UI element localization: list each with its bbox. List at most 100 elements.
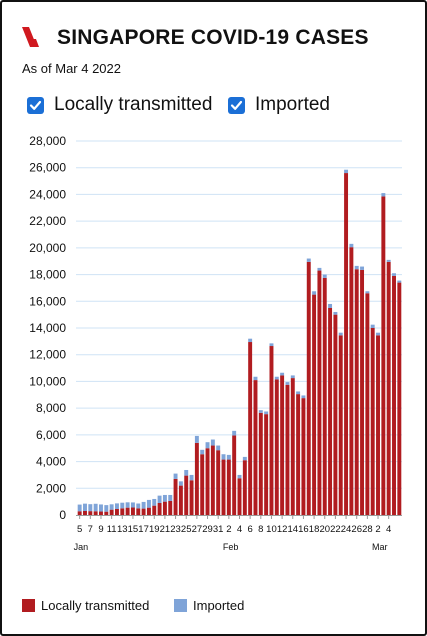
bar-locally-transmitted xyxy=(157,502,162,515)
y-tick-label: 24,000 xyxy=(29,187,66,201)
bar-imported xyxy=(173,473,178,479)
bar-imported xyxy=(221,454,226,460)
bar-imported xyxy=(280,372,285,376)
bar-locally-transmitted xyxy=(258,412,263,515)
bar-imported xyxy=(312,291,317,295)
bar-locally-transmitted xyxy=(114,508,119,515)
legend-swatch-imported xyxy=(174,599,187,612)
x-tick-label: 22 xyxy=(330,524,341,535)
x-tick-label: 5 xyxy=(77,524,82,535)
bar-imported xyxy=(216,445,221,451)
bar-locally-transmitted xyxy=(312,294,317,515)
bar-locally-transmitted xyxy=(162,501,167,515)
bar-locally-transmitted xyxy=(349,247,354,515)
bar-imported xyxy=(104,505,109,512)
bar-imported xyxy=(141,501,146,509)
bar-locally-transmitted xyxy=(344,173,349,515)
bar-locally-transmitted xyxy=(285,384,290,515)
toggle-locally-transmitted[interactable]: Locally transmitted xyxy=(27,94,212,116)
bar-imported xyxy=(136,503,141,509)
y-tick-label: 20,000 xyxy=(29,241,66,255)
y-tick-label: 0 xyxy=(59,508,66,522)
bar-imported xyxy=(194,435,199,443)
bar-imported xyxy=(333,311,338,315)
bar-imported xyxy=(93,503,98,512)
bar-imported xyxy=(290,375,295,379)
red-slash-logo-icon xyxy=(22,27,46,47)
bar-locally-transmitted xyxy=(136,508,141,515)
bar-locally-transmitted xyxy=(125,507,130,515)
bar-locally-transmitted xyxy=(120,508,125,515)
bar-locally-transmitted xyxy=(392,275,396,515)
toggle-imported[interactable]: Imported xyxy=(228,94,330,116)
bar-imported xyxy=(178,481,183,486)
bar-imported xyxy=(237,474,242,479)
bar-imported xyxy=(189,474,194,481)
stacked-bar-chart: 0 2,000 4,000 6,000 8,000 10,000 12,000 14,000 1… xyxy=(29,134,402,552)
bar-locally-transmitted xyxy=(280,375,285,515)
bar-imported xyxy=(338,332,343,336)
bar-imported xyxy=(376,332,380,336)
x-tick-label: 18 xyxy=(309,524,320,535)
bar-locally-transmitted xyxy=(152,505,157,515)
bar-imported xyxy=(125,502,130,508)
bar-locally-transmitted xyxy=(306,261,311,515)
x-tick-label: 4 xyxy=(386,524,391,535)
bar-locally-transmitted xyxy=(88,511,93,515)
legend-label: Imported xyxy=(193,598,245,613)
x-tick-label: 2 xyxy=(375,524,380,535)
bar-locally-transmitted xyxy=(237,478,242,515)
bar-locally-transmitted xyxy=(386,261,391,515)
bar-imported xyxy=(306,258,311,262)
bar-imported xyxy=(162,494,167,502)
y-tick-label: 6,000 xyxy=(36,428,66,442)
bar-imported xyxy=(301,395,306,399)
legend-item-imported[interactable]: Imported xyxy=(174,598,244,613)
bar-imported xyxy=(168,494,173,501)
y-tick-label: 2,000 xyxy=(36,481,66,495)
x-tick-label: 27 xyxy=(192,524,203,535)
bar-imported xyxy=(258,410,263,413)
bar-locally-transmitted xyxy=(232,435,237,515)
x-tick-label: 11 xyxy=(107,524,117,535)
x-tick-label: 28 xyxy=(362,524,373,535)
checkbox-checked-icon[interactable] xyxy=(228,96,245,114)
x-tick-label: 29 xyxy=(202,524,213,535)
bar-imported xyxy=(226,454,231,460)
y-tick-label: 4,000 xyxy=(36,455,66,469)
bar-locally-transmitted xyxy=(264,414,269,515)
bar-locally-transmitted xyxy=(99,511,103,515)
bar-imported xyxy=(99,504,103,512)
x-tick-label: 7 xyxy=(88,524,93,535)
bar-locally-transmitted xyxy=(83,510,87,515)
bar-locally-transmitted xyxy=(370,328,375,515)
bar-imported xyxy=(109,504,114,510)
date-subtitle: As of Mar 4 2022 xyxy=(22,61,121,76)
bar-imported xyxy=(354,265,359,270)
x-tick-label: 31 xyxy=(213,524,224,535)
bar-locally-transmitted xyxy=(248,342,253,515)
bar-locally-transmitted xyxy=(173,478,178,515)
x-tick-label: 4 xyxy=(237,524,242,535)
bar-imported xyxy=(269,343,274,347)
bar-imported xyxy=(264,411,269,415)
bar-locally-transmitted xyxy=(77,511,82,515)
bar-imported xyxy=(77,504,82,512)
y-tick-label: 28,000 xyxy=(29,134,66,148)
x-tick-label: 25 xyxy=(181,524,192,535)
bar-imported xyxy=(184,469,189,476)
bar-imported xyxy=(253,376,258,381)
bar-imported xyxy=(349,243,354,248)
bar-imported xyxy=(360,266,365,270)
bar-imported xyxy=(285,382,290,385)
x-tick-label: 20 xyxy=(319,524,330,535)
x-tick-label: 15 xyxy=(128,524,139,535)
legend-item-locally-transmitted[interactable]: Locally transmitted xyxy=(22,598,149,613)
bar-imported xyxy=(248,338,253,343)
checkbox-checked-icon[interactable] xyxy=(27,96,44,114)
x-tick-label: 24 xyxy=(341,524,352,535)
bar-locally-transmitted xyxy=(109,509,114,515)
bar-imported xyxy=(274,376,279,380)
bar-locally-transmitted xyxy=(200,454,205,515)
